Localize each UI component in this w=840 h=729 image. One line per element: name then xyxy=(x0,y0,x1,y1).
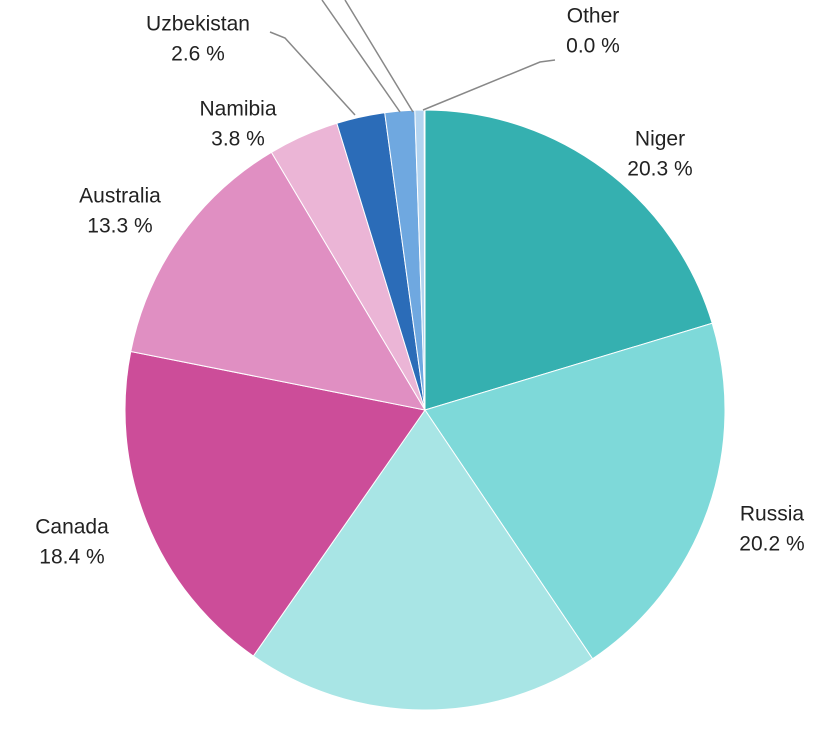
pie-slice xyxy=(424,322,726,660)
pie-slice xyxy=(252,409,594,711)
slice-value-label: 3.8 % xyxy=(211,128,265,151)
slice-label: Canada xyxy=(35,516,109,539)
slice-label: Uzbekistan xyxy=(146,13,250,36)
slice-value-label: 20.3 % xyxy=(627,158,692,181)
leader-line xyxy=(321,0,401,113)
slice-value-label: 2.6 % xyxy=(171,43,225,66)
slice-label: Namibia xyxy=(199,98,276,121)
slice-label: Other xyxy=(567,5,620,28)
slice-label: Russia xyxy=(740,503,805,526)
slice-value-label: 13.3 % xyxy=(87,215,152,238)
slice-value-label: 18.4 % xyxy=(39,546,104,569)
slice-label: Niger xyxy=(635,128,685,151)
pie-slice xyxy=(124,350,426,657)
slice-label: Australia xyxy=(79,185,161,208)
slice-value-label: 20.2 % xyxy=(739,533,804,556)
pie-slice xyxy=(130,151,427,411)
leader-line xyxy=(344,0,414,113)
pie-slice xyxy=(424,109,713,411)
slice-value-label: 0.0 % xyxy=(566,35,620,58)
leader-line xyxy=(269,31,356,116)
leader-line xyxy=(422,59,556,111)
